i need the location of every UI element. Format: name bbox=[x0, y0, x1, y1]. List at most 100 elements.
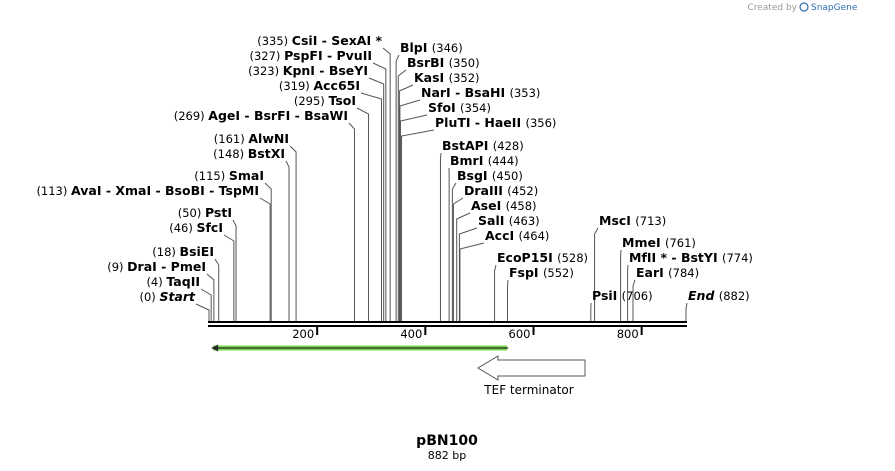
site-smai[interactable]: (115) SmaI bbox=[194, 168, 264, 183]
site-name: SfcI bbox=[196, 220, 223, 235]
ruler-tick-label: 400 bbox=[400, 327, 422, 341]
site-name: DraI - PmeI bbox=[127, 259, 206, 274]
ruler-tick-200: 200 bbox=[292, 327, 319, 341]
site-name: EarI bbox=[636, 265, 668, 280]
site-name: MfII * - BstYI bbox=[629, 250, 722, 265]
ruler-tick-label: 600 bbox=[509, 327, 531, 341]
site-acc65i[interactable]: (319) Acc65I bbox=[279, 78, 360, 93]
site-name: BlpI bbox=[400, 40, 432, 55]
site-draiii[interactable]: DraIII (452) bbox=[464, 183, 538, 198]
site-kpni-bseyi[interactable]: (323) KpnI - BseYI bbox=[248, 63, 368, 78]
site-csii-sexai-star[interactable]: (335) CsiI - SexAI * bbox=[257, 33, 382, 48]
site-position: (327) bbox=[249, 49, 284, 63]
site-acci[interactable]: AccI (464) bbox=[485, 228, 549, 243]
dna-backbone bbox=[208, 321, 687, 327]
site-position: (706) bbox=[622, 289, 653, 303]
site-start[interactable]: (0) Start bbox=[139, 289, 196, 304]
site-name: SalI bbox=[478, 213, 509, 228]
site-position: (9) bbox=[107, 260, 127, 274]
site-mfii-star-bstyi[interactable]: MfII * - BstYI (774) bbox=[629, 250, 753, 265]
site-taqii[interactable]: (4) TaqII bbox=[146, 274, 200, 289]
site-name: NarI - BsaHI bbox=[421, 85, 509, 100]
site-name: EcoP15I bbox=[497, 250, 557, 265]
site-position: (444) bbox=[488, 154, 519, 168]
leader-line-eari bbox=[632, 279, 636, 321]
site-sfci[interactable]: (46) SfcI bbox=[169, 220, 223, 235]
site-psti[interactable]: (50) PstI bbox=[178, 205, 232, 220]
ruler-tick-label: 800 bbox=[617, 327, 639, 341]
site-position: (46) bbox=[169, 221, 196, 235]
site-ecop15i[interactable]: EcoP15I (528) bbox=[497, 250, 588, 265]
site-name: KasI bbox=[414, 70, 449, 85]
ruler-tick-600: 600 bbox=[509, 327, 535, 341]
leader-line-nari-bsahi bbox=[399, 99, 421, 321]
site-sfoi[interactable]: SfoI (354) bbox=[428, 100, 491, 115]
site-bsiei[interactable]: (18) BsiEI bbox=[152, 244, 214, 259]
site-position: (0) bbox=[139, 290, 159, 304]
leader-line-avai-xmai-bsobi-tspmi bbox=[259, 197, 271, 321]
site-name: MmeI bbox=[622, 235, 665, 250]
site-bstxi[interactable]: (148) BstXI bbox=[213, 146, 285, 161]
site-position: (452) bbox=[507, 184, 538, 198]
site-name: AvaI - XmaI - BsoBI - TspMI bbox=[71, 183, 259, 198]
site-msci[interactable]: MscI (713) bbox=[599, 213, 666, 228]
leader-line-start bbox=[195, 303, 210, 321]
leader-line-sfci bbox=[223, 234, 235, 321]
site-eari[interactable]: EarI (784) bbox=[636, 265, 699, 280]
site-position: (115) bbox=[194, 169, 229, 183]
leader-line-kasi bbox=[398, 84, 414, 321]
leader-line-csii-sexai-star bbox=[382, 47, 391, 321]
site-tsoi[interactable]: (295) TsoI bbox=[294, 93, 356, 108]
site-fspi[interactable]: FspI (552) bbox=[509, 265, 574, 280]
site-drai-pmei[interactable]: (9) DraI - PmeI bbox=[107, 259, 206, 274]
site-name: TsoI bbox=[328, 93, 356, 108]
site-avai-xmai-bsobi-tspmi[interactable]: (113) AvaI - XmaI - BsoBI - TspMI bbox=[36, 183, 259, 198]
site-bsgi[interactable]: BsgI (450) bbox=[457, 168, 523, 183]
site-name: AseI bbox=[471, 198, 506, 213]
leader-line-asei bbox=[456, 212, 471, 321]
leader-line-acci bbox=[459, 242, 485, 321]
plasmid-name: pBN100 bbox=[416, 433, 478, 449]
site-sali[interactable]: SalI (463) bbox=[478, 213, 540, 228]
site-name: Acc65I bbox=[313, 78, 360, 93]
site-position: (450) bbox=[492, 169, 523, 183]
leader-line-sfoi bbox=[399, 114, 428, 321]
site-bstapi[interactable]: BstAPI (428) bbox=[442, 138, 524, 153]
leader-line-pspfi-pvuii bbox=[372, 62, 387, 321]
leader-line-taqii bbox=[200, 288, 212, 321]
site-name: DraIII bbox=[464, 183, 507, 198]
site-name: PsiI bbox=[592, 288, 622, 303]
feature-label: TEF terminator bbox=[483, 383, 573, 397]
site-name: KpnI - BseYI bbox=[283, 63, 368, 78]
site-position: (269) bbox=[174, 109, 209, 123]
site-psii[interactable]: PsiI (706) bbox=[592, 288, 653, 303]
site-position: (148) bbox=[213, 147, 248, 161]
site-agei-bsrfi-bsawi[interactable]: (269) AgeI - BsrFI - BsaWI bbox=[174, 108, 348, 123]
feature-tef-terminator[interactable]: TEF terminator bbox=[211, 344, 586, 398]
site-position: (50) bbox=[178, 206, 205, 220]
site-position: (552) bbox=[543, 266, 574, 280]
site-pspfi-pvuii[interactable]: (327) PspFI - PvuII bbox=[249, 48, 372, 63]
site-mmei[interactable]: MmeI (761) bbox=[622, 235, 696, 250]
site-name: PstI bbox=[205, 205, 232, 220]
site-name: CsiI - SexAI * bbox=[292, 33, 383, 48]
site-asei[interactable]: AseI (458) bbox=[471, 198, 537, 213]
site-pluti-haeii[interactable]: PluTI - HaeII (356) bbox=[435, 115, 556, 130]
site-bsrbi[interactable]: BsrBI (350) bbox=[407, 55, 480, 70]
snapgene-logo-icon bbox=[799, 2, 809, 12]
site-position: (428) bbox=[493, 139, 524, 153]
site-position: (335) bbox=[257, 34, 292, 48]
site-blpi[interactable]: BlpI (346) bbox=[400, 40, 463, 55]
site-name: Start bbox=[159, 289, 196, 304]
site-alwni[interactable]: (161) AlwNI bbox=[214, 131, 289, 146]
site-bmri[interactable]: BmrI (444) bbox=[450, 153, 519, 168]
site-name: MscI bbox=[599, 213, 635, 228]
site-end[interactable]: End (882) bbox=[688, 288, 750, 303]
site-position: (323) bbox=[248, 64, 283, 78]
site-position: (113) bbox=[36, 184, 71, 198]
site-kasi[interactable]: KasI (352) bbox=[414, 70, 480, 85]
site-nari-bsahi[interactable]: NarI - BsaHI (353) bbox=[421, 85, 540, 100]
site-position: (354) bbox=[460, 101, 491, 115]
brand-text: SnapGene bbox=[811, 3, 858, 13]
leader-line-bsiei bbox=[214, 258, 220, 321]
